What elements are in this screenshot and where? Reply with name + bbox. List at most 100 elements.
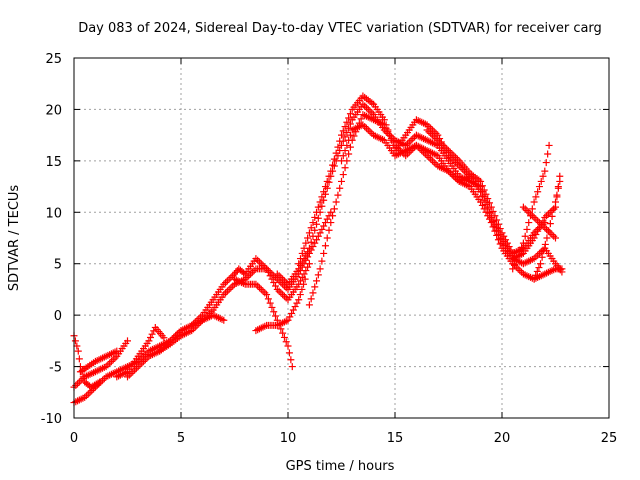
data-point — [541, 240, 549, 248]
series-arc-8 — [188, 311, 228, 329]
data-point — [124, 337, 131, 345]
data-point — [145, 337, 153, 345]
x-axis-label: GPS time / hours — [286, 459, 395, 474]
data-point — [307, 295, 315, 303]
data-point — [313, 220, 321, 228]
x-tick-label: 0 — [70, 431, 78, 446]
data-point — [75, 355, 83, 363]
data-point — [329, 212, 337, 220]
data-point — [486, 199, 494, 207]
data-point — [343, 118, 351, 126]
data-point — [489, 218, 497, 226]
data-point — [542, 159, 550, 167]
data-point — [535, 264, 543, 272]
chart-title: Day 083 of 2024, Sidereal Day-to-day VTE… — [78, 21, 602, 36]
data-point — [323, 234, 331, 242]
data-point — [478, 188, 486, 196]
data-point — [518, 243, 526, 251]
data-point — [532, 193, 540, 201]
data-point — [346, 131, 354, 139]
data-point — [493, 226, 501, 234]
data-point — [538, 253, 546, 261]
y-tick-label: 15 — [45, 155, 62, 170]
data-point — [553, 191, 561, 199]
data-point — [148, 330, 156, 338]
data-point — [494, 231, 502, 239]
data-point — [334, 191, 342, 199]
data-point — [530, 198, 538, 206]
data-point — [307, 238, 315, 246]
y-axis-ticks: -10 -5 0 5 10 15 20 25 — [41, 52, 609, 427]
data-point — [307, 224, 315, 232]
data-point — [314, 214, 322, 222]
data-point — [537, 260, 545, 268]
data-point — [288, 363, 296, 371]
data-point — [321, 242, 329, 250]
data-point — [545, 227, 553, 235]
data-point — [302, 239, 310, 247]
data-point — [311, 283, 319, 291]
data-point — [525, 219, 533, 227]
x-tick-label: 20 — [494, 431, 511, 446]
data-point — [300, 244, 308, 252]
data-point — [279, 329, 287, 337]
data-point — [554, 184, 562, 192]
data-point — [314, 271, 322, 279]
data-point — [304, 234, 312, 242]
data-point — [339, 171, 347, 179]
y-axis-label: SDTVAR / TECUs — [7, 185, 22, 292]
data-point — [548, 212, 556, 220]
series-arc-14 — [338, 121, 566, 283]
data-point — [338, 131, 345, 139]
data-point — [558, 265, 566, 273]
data-point — [539, 172, 547, 180]
data-point — [533, 267, 541, 275]
data-point — [341, 133, 349, 141]
y-tick-label: 20 — [45, 103, 62, 118]
data-point — [545, 141, 553, 149]
data-point — [318, 257, 326, 265]
data-point — [264, 295, 272, 303]
data-point — [316, 198, 324, 206]
data-point — [552, 198, 559, 206]
data-point — [113, 347, 121, 355]
data-point — [263, 291, 271, 299]
data-point — [516, 248, 524, 256]
data-point — [350, 132, 358, 140]
data-point — [491, 222, 499, 230]
data-point — [309, 219, 317, 227]
series-arc-4 — [76, 347, 121, 376]
data-point — [285, 349, 293, 357]
data-point — [528, 205, 536, 213]
data-point — [546, 220, 554, 228]
data-point — [329, 161, 337, 169]
y-tick-label: 0 — [54, 309, 62, 324]
data-point — [313, 277, 321, 285]
data-point — [270, 308, 278, 316]
data-point — [346, 120, 354, 128]
data-point — [535, 183, 543, 191]
data-point — [296, 291, 304, 299]
data-point — [510, 261, 518, 269]
data-point — [160, 334, 168, 342]
data-point — [334, 143, 342, 151]
data-point — [327, 167, 335, 175]
data-point — [300, 280, 308, 288]
data-point — [336, 184, 344, 192]
data-point — [509, 265, 517, 273]
data-point — [477, 183, 485, 191]
data-point — [284, 342, 292, 350]
data-point — [295, 296, 303, 304]
data-point — [305, 229, 313, 237]
data-point — [318, 202, 326, 210]
data-point — [523, 225, 531, 233]
x-tick-label: 15 — [387, 431, 404, 446]
x-tick-label: 10 — [280, 431, 297, 446]
data-point — [327, 219, 335, 227]
data-point — [320, 249, 328, 257]
y-tick-label: 25 — [45, 52, 62, 67]
data-point — [266, 299, 274, 307]
data-point — [496, 225, 504, 233]
data-point — [341, 164, 349, 172]
data-point — [345, 114, 353, 122]
